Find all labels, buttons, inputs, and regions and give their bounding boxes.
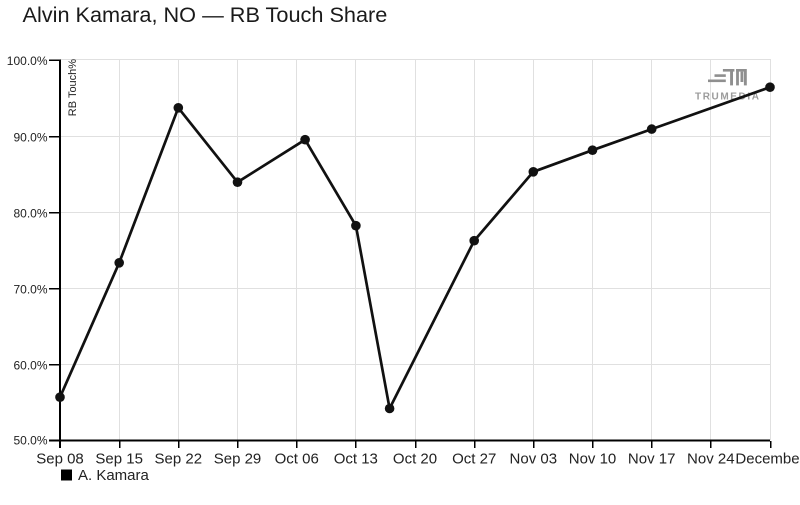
svg-text:Oct 13: Oct 13 [334,451,378,468]
svg-text:Nov 03: Nov 03 [510,451,558,468]
svg-text:Oct 20: Oct 20 [393,451,437,468]
svg-text:80.0%: 80.0% [13,206,47,220]
svg-text:TRUMEDIA: TRUMEDIA [695,92,761,103]
svg-text:Oct 27: Oct 27 [452,451,496,468]
svg-text:Sep 15: Sep 15 [95,451,143,468]
svg-text:60.0%: 60.0% [13,358,47,372]
svg-text:Sep 08: Sep 08 [36,451,84,468]
svg-text:50.0%: 50.0% [13,434,47,448]
svg-text:Oct 06: Oct 06 [275,451,319,468]
svg-text:RB Touch%: RB Touch% [67,59,79,116]
svg-text:70.0%: 70.0% [13,282,47,296]
svg-text:Sep 29: Sep 29 [214,451,262,468]
svg-text:100.0%: 100.0% [7,54,48,68]
svg-text:Nov 10: Nov 10 [569,451,617,468]
svg-text:Nov 17: Nov 17 [628,451,676,468]
svg-text:December: December [735,451,800,468]
svg-text:Sep 22: Sep 22 [155,451,203,468]
svg-text:Alvin Kamara, NO — RB Touch Sh: Alvin Kamara, NO — RB Touch Share [23,2,388,27]
svg-text:A. Kamara: A. Kamara [78,467,150,484]
svg-text:90.0%: 90.0% [13,130,47,144]
svg-text:Nov 24: Nov 24 [687,451,735,468]
